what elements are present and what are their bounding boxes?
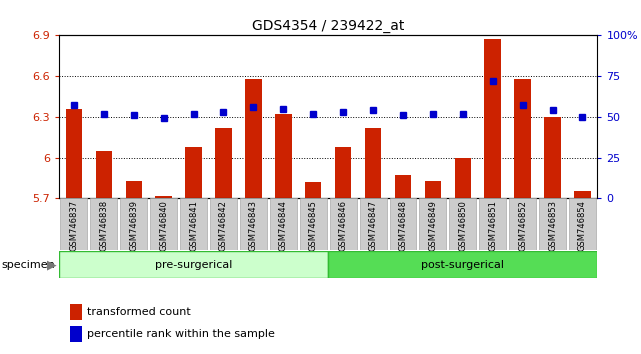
- Bar: [454, 158, 471, 198]
- Bar: [305, 182, 321, 198]
- Text: GSM746850: GSM746850: [458, 200, 467, 251]
- Bar: [96, 151, 112, 198]
- Bar: [365, 128, 381, 198]
- Text: specimen: specimen: [1, 260, 55, 270]
- Bar: [335, 147, 351, 198]
- Bar: [245, 79, 262, 198]
- Bar: [544, 117, 561, 198]
- Bar: [185, 147, 202, 198]
- Text: transformed count: transformed count: [87, 307, 191, 317]
- Text: post-surgerical: post-surgerical: [421, 259, 504, 270]
- FancyBboxPatch shape: [360, 198, 387, 250]
- Bar: [275, 114, 292, 198]
- Text: GSM746841: GSM746841: [189, 200, 198, 251]
- FancyBboxPatch shape: [539, 198, 566, 250]
- FancyBboxPatch shape: [270, 198, 297, 250]
- Text: GSM746842: GSM746842: [219, 200, 228, 251]
- Text: GSM746851: GSM746851: [488, 200, 497, 251]
- FancyBboxPatch shape: [90, 198, 117, 250]
- FancyBboxPatch shape: [449, 198, 476, 250]
- Text: GSM746854: GSM746854: [578, 200, 587, 251]
- FancyBboxPatch shape: [59, 251, 328, 278]
- Bar: [574, 192, 591, 198]
- Text: GSM746847: GSM746847: [369, 200, 378, 251]
- FancyBboxPatch shape: [569, 198, 596, 250]
- FancyBboxPatch shape: [121, 198, 147, 250]
- FancyBboxPatch shape: [390, 198, 417, 250]
- Bar: [155, 195, 172, 198]
- Text: GSM746844: GSM746844: [279, 200, 288, 251]
- Text: GSM746840: GSM746840: [159, 200, 168, 251]
- FancyBboxPatch shape: [328, 251, 597, 278]
- FancyBboxPatch shape: [419, 198, 446, 250]
- Title: GDS4354 / 239422_at: GDS4354 / 239422_at: [252, 19, 404, 33]
- Text: GSM746838: GSM746838: [99, 200, 108, 251]
- Bar: [126, 181, 142, 198]
- Bar: [65, 109, 82, 198]
- FancyBboxPatch shape: [479, 198, 506, 250]
- Bar: [395, 175, 412, 198]
- Text: GSM746845: GSM746845: [309, 200, 318, 251]
- Bar: [215, 128, 231, 198]
- FancyBboxPatch shape: [300, 198, 327, 250]
- Text: pre-surgerical: pre-surgerical: [155, 259, 232, 270]
- Text: GSM746852: GSM746852: [518, 200, 527, 251]
- FancyBboxPatch shape: [329, 198, 356, 250]
- Text: GSM746846: GSM746846: [338, 200, 347, 251]
- FancyBboxPatch shape: [60, 198, 87, 250]
- Text: GSM746843: GSM746843: [249, 200, 258, 251]
- Text: percentile rank within the sample: percentile rank within the sample: [87, 329, 275, 339]
- Bar: [70, 304, 81, 320]
- Bar: [70, 326, 81, 342]
- FancyBboxPatch shape: [509, 198, 536, 250]
- FancyBboxPatch shape: [150, 198, 177, 250]
- Bar: [514, 79, 531, 198]
- FancyBboxPatch shape: [210, 198, 237, 250]
- Bar: [485, 40, 501, 198]
- Text: GSM746849: GSM746849: [428, 200, 437, 251]
- Text: ▶: ▶: [47, 258, 56, 271]
- Bar: [424, 181, 441, 198]
- FancyBboxPatch shape: [240, 198, 267, 250]
- Text: GSM746839: GSM746839: [129, 200, 138, 251]
- Text: GSM746848: GSM746848: [399, 200, 408, 251]
- Text: GSM746853: GSM746853: [548, 200, 557, 251]
- FancyBboxPatch shape: [180, 198, 207, 250]
- Text: GSM746837: GSM746837: [69, 200, 78, 251]
